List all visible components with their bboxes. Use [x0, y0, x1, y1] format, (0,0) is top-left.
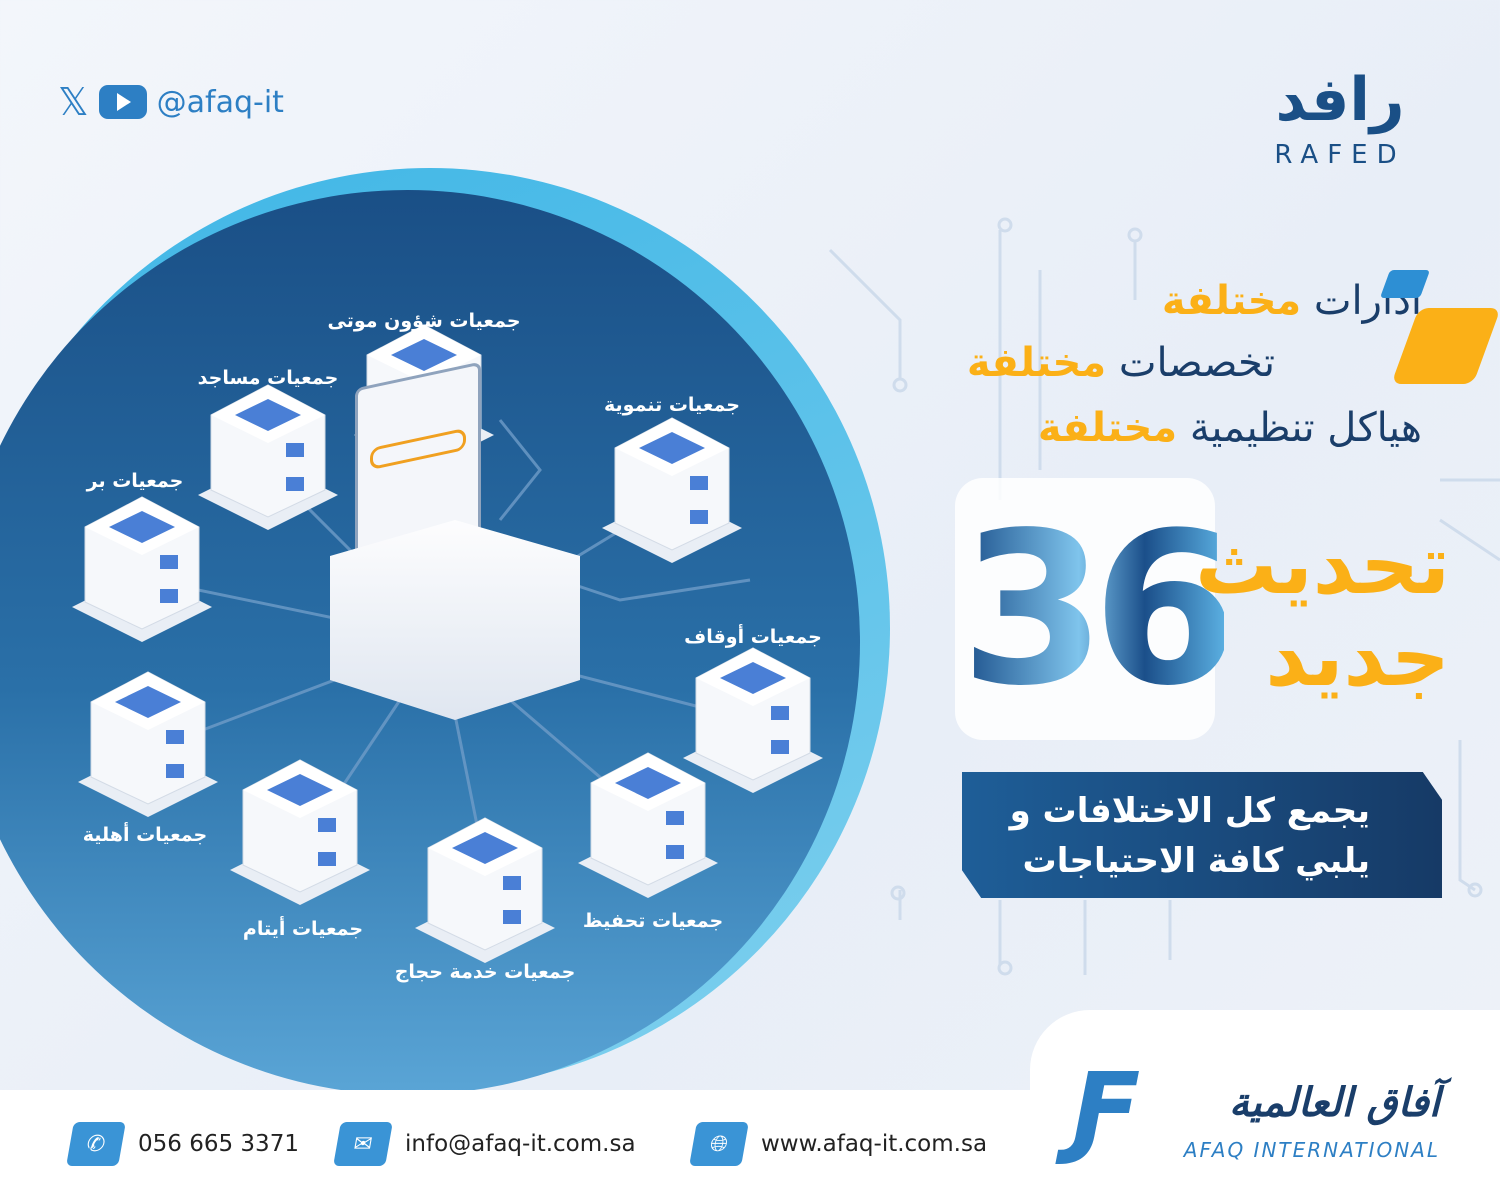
x-icon[interactable]: 𝕏	[58, 80, 89, 124]
phone-number[interactable]: 056 665 3371	[138, 1131, 299, 1157]
website-contact[interactable]: 🌐︎ www.afaq-it.com.sa	[689, 1122, 988, 1166]
rafed-logo-english: RAFED	[1274, 140, 1406, 170]
phone-contact[interactable]: ✆ 056 665 3371	[66, 1122, 299, 1166]
number-card	[955, 478, 1215, 740]
company-name-arabic: آفاق العالمية	[1229, 1080, 1440, 1126]
server-icon	[230, 759, 370, 905]
phone-icon: ✆	[66, 1122, 126, 1166]
headline-line-1: ادارات مختلفة	[1161, 278, 1422, 324]
youtube-icon[interactable]	[98, 85, 147, 119]
server-icon	[578, 752, 718, 898]
company-name-english: AFAQ INTERNATIONAL	[1183, 1138, 1440, 1162]
server-icon	[78, 671, 218, 817]
update-line-2: جديد	[1265, 610, 1450, 705]
tagline-banner: يجمع كل الاختلافات و يلبي كافة الاحتياجا…	[962, 772, 1442, 898]
social-links: 𝕏 @afaq-it	[58, 80, 284, 124]
node-label: جمعيات تنموية	[604, 394, 740, 416]
social-handle[interactable]: @afaq-it	[156, 84, 284, 120]
server-icon	[72, 496, 212, 642]
footer	[0, 1090, 1500, 1200]
server-icon	[415, 817, 555, 963]
update-line-1: تحديث	[1195, 518, 1450, 613]
node-label: جمعيات تحفيظ	[582, 910, 724, 932]
rafed-logo-arabic: رافد	[1275, 65, 1405, 135]
update-count: 36	[960, 487, 1238, 732]
progress-bar	[370, 427, 466, 471]
node-label: جمعيات خدمة حجاج	[394, 961, 576, 983]
node-label: جمعيات شؤون موتى	[327, 310, 521, 332]
server-icon	[602, 417, 742, 563]
headline-line-2: تخصصات مختلفة	[966, 340, 1275, 386]
website-link[interactable]: www.afaq-it.com.sa	[761, 1131, 988, 1157]
server-icon	[683, 647, 823, 793]
node-label: جمعيات بر	[86, 470, 184, 492]
banner-line-1: يجمع كل الاختلافات و	[1009, 791, 1370, 831]
node-label: جمعيات أهلية	[82, 824, 208, 846]
node-label: جمعيات أيتام	[242, 918, 364, 940]
email-address[interactable]: info@afaq-it.com.sa	[405, 1131, 636, 1157]
headline-line-3: هياكل تنظيمية مختلفة	[1037, 405, 1422, 451]
email-icon: ✉	[333, 1122, 393, 1166]
node-label: جمعيات أوقاف	[684, 626, 822, 648]
banner-line-2: يلبي كافة الاحتياجات	[1022, 841, 1370, 881]
node-label: جمعيات مساجد	[197, 367, 339, 389]
rafed-logo: رافد RAFED	[1240, 60, 1440, 190]
server-icon	[198, 384, 338, 530]
email-contact[interactable]: ✉ info@afaq-it.com.sa	[333, 1122, 636, 1166]
globe-icon: 🌐︎	[689, 1122, 749, 1166]
afaq-logo-mark: Ƒ	[1070, 1051, 1139, 1168]
central-server	[330, 520, 580, 720]
afaq-logo: Ƒ آفاق العالمية AFAQ INTERNATIONAL	[1070, 1050, 1450, 1170]
update-label: تحديث جديد	[1195, 518, 1450, 705]
